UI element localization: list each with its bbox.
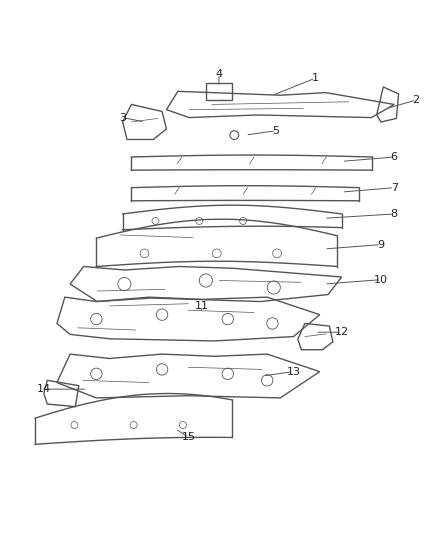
Text: 2: 2 (413, 95, 420, 105)
Text: 6: 6 (391, 152, 398, 162)
Text: 12: 12 (335, 327, 349, 337)
Text: 11: 11 (194, 301, 208, 311)
Bar (206, 83, 232, 100)
Text: 5: 5 (272, 126, 279, 136)
Text: 4: 4 (215, 69, 223, 79)
Text: 14: 14 (37, 384, 51, 394)
Text: 15: 15 (181, 432, 195, 442)
Text: 3: 3 (119, 112, 126, 123)
Text: 10: 10 (374, 274, 388, 285)
Text: 13: 13 (286, 367, 300, 377)
Text: 8: 8 (391, 209, 398, 219)
Text: 1: 1 (312, 73, 319, 83)
Text: 9: 9 (378, 240, 385, 249)
Text: 7: 7 (391, 183, 398, 192)
